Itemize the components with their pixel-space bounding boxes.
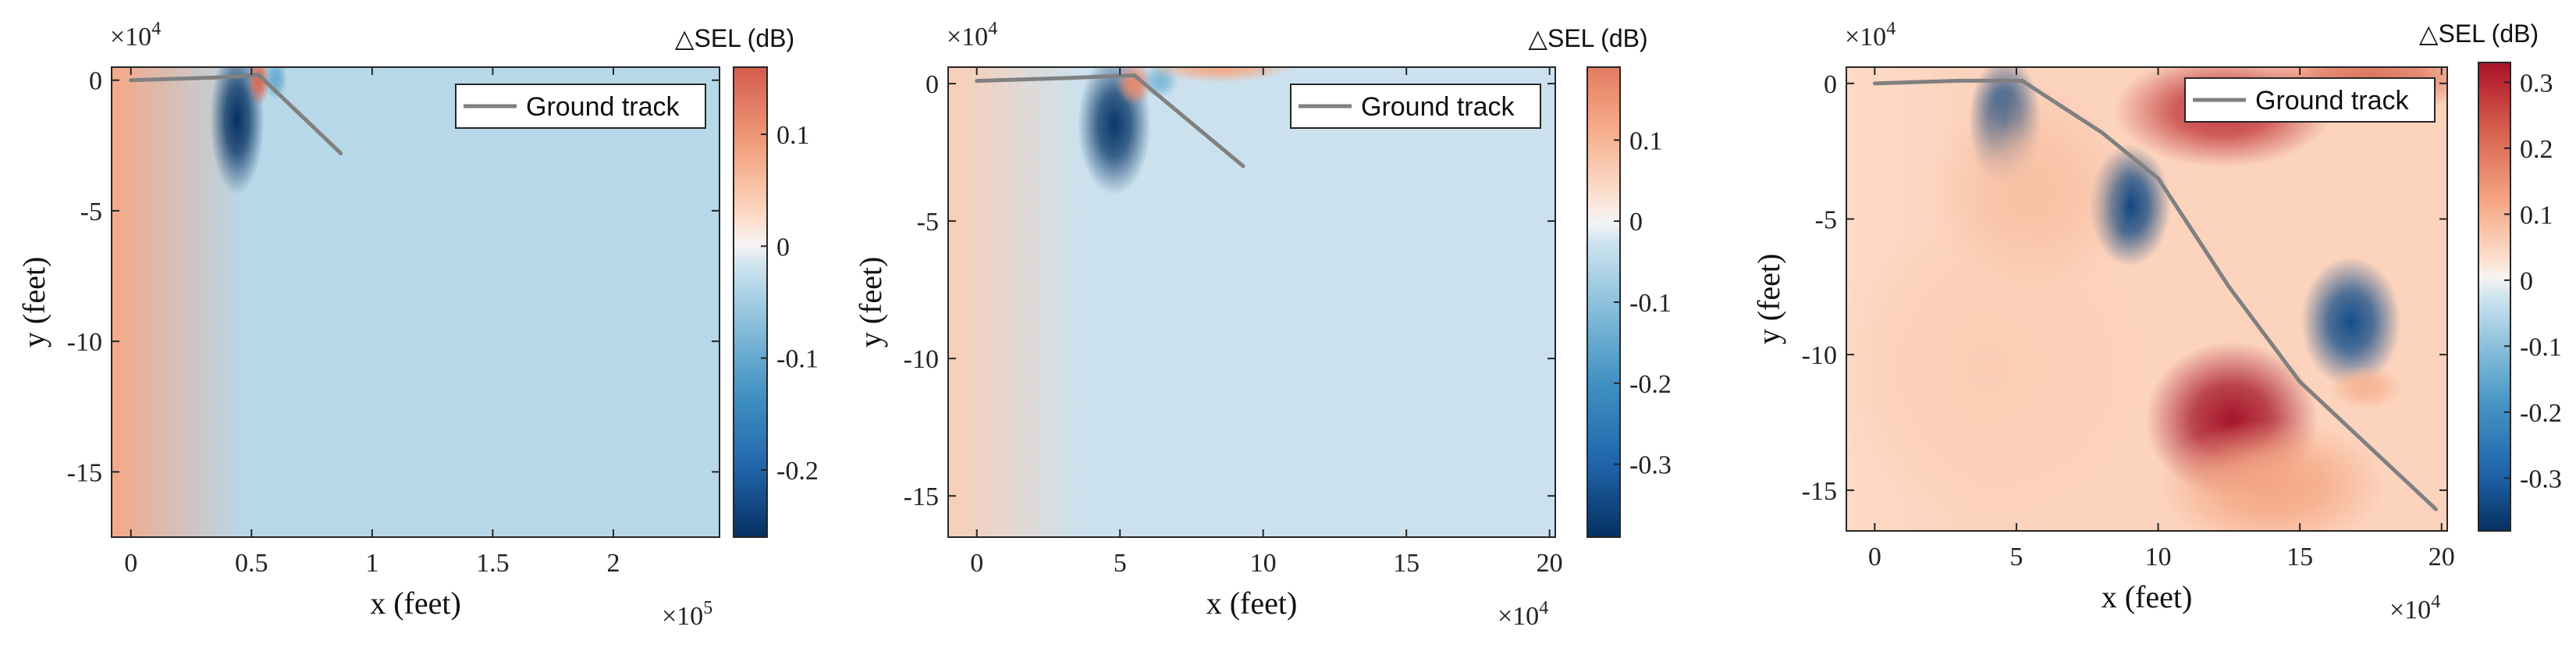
x-multiplier: ×104 [2389, 592, 2440, 625]
x-axis-label: x (feet) [2102, 579, 2193, 614]
colorbar-tick-label: 0 [1629, 208, 1643, 237]
x-tick-label: 0 [970, 549, 983, 578]
panel-right: 0 5 10 15 20 0 -5 -10 -15 x (feet) y (feet) ×10… [1751, 19, 2562, 625]
colorbar-tick-label: 0.3 [2520, 69, 2553, 98]
legend: Ground track [455, 84, 706, 129]
x-multiplier: ×105 [662, 598, 712, 631]
ground-track [1872, 78, 2438, 511]
colorbar-tick-label: -0.2 [776, 457, 819, 486]
field-edge-band [948, 67, 1082, 537]
colorbar-tick-label: -0.1 [776, 345, 819, 374]
x-tick-label: 1 [365, 549, 378, 578]
y-ticks: 0 -5 -10 -15 [67, 67, 720, 487]
x-tick-label: 2 [606, 549, 620, 578]
y-tick-label: -10 [67, 328, 102, 357]
colorbar-title: △SEL (dB) [675, 24, 794, 52]
field-blob [2301, 257, 2401, 387]
axes-box [947, 66, 1556, 538]
colorbar: 0.1 0 -0.1 -0.2 -0.3 [1586, 66, 1672, 538]
colorbar-tick-label: 0.2 [2520, 135, 2553, 164]
x-ticks: 0 5 10 15 20 [1868, 67, 2455, 571]
ground-track-line [1872, 78, 2438, 511]
heatmap-field [112, 67, 720, 537]
x-tick-label: 20 [2429, 543, 2455, 571]
x-tick-label: 5 [1114, 549, 1127, 578]
ground-track-line [129, 73, 343, 155]
x-tick-label: 10 [2145, 543, 2172, 571]
x-tick-label: 15 [1393, 549, 1419, 578]
y-tick-label: -15 [67, 458, 102, 487]
y-axis-label: y (feet) [853, 257, 888, 348]
x-multiplier: ×104 [1498, 598, 1548, 631]
y-multiplier: ×104 [110, 19, 161, 52]
ground-track [975, 73, 1245, 169]
axes-box [1846, 66, 2448, 532]
colorbar-title: △SEL (dB) [1528, 24, 1647, 52]
colorbar-tick-label: -0.2 [2520, 399, 2562, 428]
colorbar-tick-label: -0.1 [2520, 333, 2562, 361]
colorbar-title: △SEL (dB) [2419, 20, 2539, 48]
legend-label: Ground track [526, 92, 680, 122]
colorbar-tick-label: 0.1 [2520, 201, 2553, 230]
colorbar-tick-label: -0.3 [2520, 465, 2562, 493]
y-tick-label: 0 [926, 70, 939, 99]
field-blob [210, 67, 265, 195]
colorbar-gradient [2478, 62, 2511, 532]
colorbar-tick-label: 0 [2520, 267, 2533, 296]
axes-box [111, 66, 720, 538]
legend: Ground track [2184, 77, 2436, 123]
y-tick-label: -15 [1802, 477, 1837, 506]
colorbar-tick-label: -0.1 [1629, 289, 1672, 318]
x-tick-label: 0 [124, 549, 137, 578]
panel-middle: 0 5 10 15 20 0 -5 -10 -15 x (feet) y (feet) ×10… [853, 19, 1672, 631]
x-ticks: 0 5 10 15 20 [970, 67, 1563, 578]
x-tick-label: 15 [2286, 543, 2313, 571]
legend-label: Ground track [1361, 92, 1515, 122]
y-ticks: 0 -5 -10 -15 [1802, 70, 2447, 506]
legend: Ground track [1290, 84, 1541, 129]
y-tick-label: 0 [89, 67, 102, 96]
x-tick-label: 20 [1537, 549, 1563, 578]
colorbar: 0.3 0.2 0.1 0 -0.1 -0.2 -0.3 [2478, 62, 2562, 532]
x-ticks: 0 0.5 1 1.5 2 [124, 67, 620, 578]
field-blob [1146, 67, 1294, 83]
y-tick-label: 0 [1824, 70, 1837, 99]
x-tick-label: 10 [1250, 549, 1277, 578]
field-blob [2329, 365, 2402, 409]
field-blob [264, 67, 288, 100]
ground-track-line [975, 73, 1245, 169]
y-tick-label: -10 [1802, 341, 1837, 370]
colorbar-gradient [1586, 66, 1621, 538]
x-tick-label: 0.5 [235, 549, 268, 578]
y-tick-label: -5 [1815, 206, 1837, 235]
colorbar-tick-label: -0.3 [1629, 451, 1672, 480]
x-axis-label: x (feet) [1206, 586, 1298, 621]
y-multiplier: ×104 [947, 19, 997, 52]
x-axis-label: x (feet) [370, 586, 461, 621]
field-blob [1846, 216, 2147, 521]
y-tick-label: -15 [904, 482, 939, 511]
colorbar-tick-label: 0.1 [776, 121, 810, 150]
colorbar: 0.1 0 -0.1 -0.2 [733, 66, 819, 538]
panel-left: 0 0.5 1 1.5 2 0 -5 -10 -15 x (feet) y (feet) ×1… [16, 19, 819, 631]
x-tick-label: 0 [1868, 543, 1881, 571]
y-axis-label: y (feet) [16, 257, 52, 348]
colorbar-tick-label: 0.1 [1629, 126, 1663, 155]
colorbar-tick-label: 0 [776, 233, 790, 262]
x-tick-label: 5 [2009, 543, 2023, 571]
x-tick-label: 1.5 [476, 549, 510, 578]
y-tick-label: -5 [80, 198, 102, 226]
colorbar-gradient [733, 66, 768, 538]
heatmap-field [948, 67, 1555, 537]
y-multiplier: ×104 [1845, 19, 1896, 52]
ground-track [129, 73, 343, 155]
y-axis-label: y (feet) [1751, 254, 1786, 345]
y-ticks: 0 -5 -10 -15 [904, 70, 1555, 511]
colorbar-tick-label: -0.2 [1629, 370, 1672, 399]
field-blob [2158, 419, 2386, 531]
y-tick-label: -10 [904, 345, 939, 374]
legend-label: Ground track [2255, 86, 2410, 116]
y-tick-label: -5 [917, 208, 939, 237]
